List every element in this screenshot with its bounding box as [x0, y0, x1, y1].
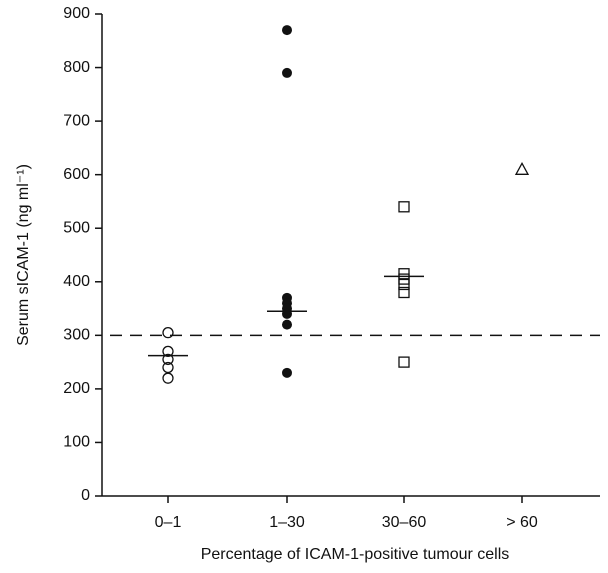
y-tick-label: 400 [63, 273, 90, 290]
y-tick-label: 800 [63, 59, 90, 76]
y-tick-label: 900 [63, 5, 90, 22]
point [282, 319, 292, 330]
y-tick-label: 700 [63, 112, 90, 129]
x-axis-label: Percentage of ICAM-1-positive tumour cel… [201, 546, 510, 563]
y-tick-label: 0 [81, 487, 90, 504]
y-tick-label: 200 [63, 380, 90, 397]
point [398, 286, 410, 299]
x-tick-label: 0–1 [155, 514, 182, 531]
point [282, 67, 292, 78]
point [282, 308, 292, 319]
y-tick-label: 600 [63, 166, 90, 183]
y-axis-label: Serum sICAM-1 (ng ml⁻¹) [15, 164, 32, 346]
y-tick-label: 300 [63, 327, 90, 344]
y-tick-label: 100 [63, 434, 90, 451]
point [398, 278, 410, 291]
y-tick-label: 500 [63, 219, 90, 236]
point [162, 361, 174, 374]
x-tick-label: 30–60 [382, 514, 427, 531]
point [282, 367, 292, 378]
point [162, 353, 174, 366]
point [282, 25, 292, 36]
point [162, 345, 174, 358]
x-tick-label: 1–30 [269, 514, 305, 531]
point [162, 327, 174, 339]
point [162, 372, 174, 384]
point [514, 161, 530, 175]
x-tick-label: > 60 [506, 514, 538, 531]
point [398, 356, 410, 368]
point [398, 201, 410, 213]
